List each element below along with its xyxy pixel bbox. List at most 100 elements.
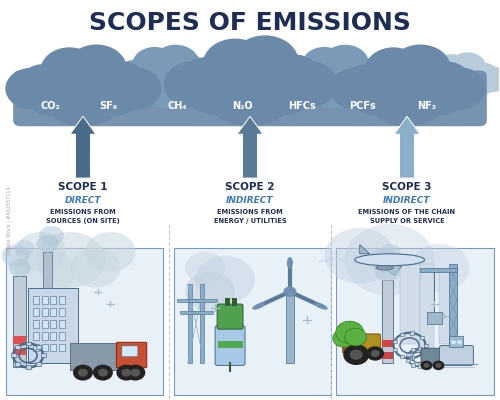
Circle shape xyxy=(404,64,468,116)
Circle shape xyxy=(330,68,382,109)
FancyBboxPatch shape xyxy=(421,348,446,365)
Circle shape xyxy=(118,60,168,100)
Circle shape xyxy=(286,60,320,87)
Circle shape xyxy=(296,54,336,85)
Bar xyxy=(36,362,41,366)
Bar xyxy=(382,340,393,348)
Ellipse shape xyxy=(354,254,424,266)
Circle shape xyxy=(337,63,366,87)
Circle shape xyxy=(410,244,470,292)
Circle shape xyxy=(146,58,205,106)
Text: EMISSIONS FROM
SOURCES (ON SITE): EMISSIONS FROM SOURCES (ON SITE) xyxy=(46,209,120,224)
Circle shape xyxy=(284,286,296,297)
Circle shape xyxy=(302,47,347,83)
Text: SCOPE 2: SCOPE 2 xyxy=(225,182,275,192)
Ellipse shape xyxy=(314,302,328,310)
Circle shape xyxy=(192,67,228,96)
Text: SCOPES OF EMISSIONS: SCOPES OF EMISSIONS xyxy=(89,11,411,35)
FancyBboxPatch shape xyxy=(174,248,332,395)
Bar xyxy=(43,252,52,288)
Bar xyxy=(26,366,30,370)
Circle shape xyxy=(422,64,448,86)
Circle shape xyxy=(202,38,268,90)
Bar xyxy=(192,311,212,314)
Bar xyxy=(450,336,464,348)
Circle shape xyxy=(345,64,388,99)
Bar xyxy=(40,354,46,358)
Bar xyxy=(58,308,64,316)
FancyBboxPatch shape xyxy=(217,304,243,329)
FancyBboxPatch shape xyxy=(13,70,487,126)
Circle shape xyxy=(274,63,315,95)
Bar xyxy=(33,344,39,352)
Text: PCFs: PCFs xyxy=(349,101,376,111)
Bar xyxy=(42,296,48,304)
Circle shape xyxy=(448,78,468,94)
Circle shape xyxy=(6,68,58,109)
Circle shape xyxy=(422,65,462,96)
FancyBboxPatch shape xyxy=(364,334,380,350)
Circle shape xyxy=(108,67,162,110)
Circle shape xyxy=(152,45,200,83)
Circle shape xyxy=(246,58,318,115)
Circle shape xyxy=(185,252,225,284)
Circle shape xyxy=(130,52,200,108)
Circle shape xyxy=(438,79,467,102)
Circle shape xyxy=(187,63,217,87)
Circle shape xyxy=(350,350,362,360)
Circle shape xyxy=(21,64,64,99)
Text: N₂O: N₂O xyxy=(232,101,253,111)
Circle shape xyxy=(173,65,216,100)
Text: CH₄: CH₄ xyxy=(168,101,188,111)
Bar xyxy=(58,332,64,340)
Bar xyxy=(406,353,410,356)
Circle shape xyxy=(284,65,327,100)
Circle shape xyxy=(184,62,226,96)
FancyBboxPatch shape xyxy=(122,346,138,357)
Circle shape xyxy=(457,340,462,344)
Bar xyxy=(180,311,200,314)
Circle shape xyxy=(124,67,158,95)
Circle shape xyxy=(134,65,178,100)
Bar xyxy=(400,264,419,344)
Bar xyxy=(427,312,442,324)
Circle shape xyxy=(105,63,146,95)
Text: HFCs: HFCs xyxy=(288,101,316,111)
Circle shape xyxy=(434,54,469,83)
Circle shape xyxy=(295,58,354,106)
Bar xyxy=(411,364,415,367)
Text: EMISSIONS OF THE CHAIN
SUPPLY OR SERVICE: EMISSIONS OF THE CHAIN SUPPLY OR SERVICE xyxy=(358,209,456,224)
Bar xyxy=(348,336,352,348)
Bar xyxy=(13,336,26,344)
Circle shape xyxy=(78,369,88,376)
FancyBboxPatch shape xyxy=(116,342,147,368)
Circle shape xyxy=(98,369,108,376)
Circle shape xyxy=(273,67,308,95)
Circle shape xyxy=(420,71,446,92)
Bar xyxy=(33,296,39,304)
Circle shape xyxy=(16,248,76,296)
Circle shape xyxy=(346,64,410,116)
Bar xyxy=(418,364,422,368)
Bar xyxy=(420,352,424,355)
Bar xyxy=(382,352,393,360)
Bar xyxy=(200,284,204,364)
Text: CO₂: CO₂ xyxy=(40,101,60,111)
Circle shape xyxy=(22,64,86,116)
Circle shape xyxy=(300,52,370,108)
Circle shape xyxy=(117,60,150,87)
Circle shape xyxy=(164,61,222,108)
Bar xyxy=(33,320,39,328)
Circle shape xyxy=(348,58,384,86)
Circle shape xyxy=(86,232,136,272)
Bar xyxy=(424,344,428,347)
Circle shape xyxy=(425,62,470,98)
Text: EMISSIONS FROM
ENERGY / UTILITIES: EMISSIONS FROM ENERGY / UTILITIES xyxy=(214,209,286,224)
Circle shape xyxy=(287,60,337,100)
FancyArrow shape xyxy=(70,116,96,178)
Text: SCOPE 1: SCOPE 1 xyxy=(58,182,108,192)
Circle shape xyxy=(336,321,363,344)
Circle shape xyxy=(80,64,144,116)
Text: NF₃: NF₃ xyxy=(418,101,436,111)
Circle shape xyxy=(16,232,66,272)
